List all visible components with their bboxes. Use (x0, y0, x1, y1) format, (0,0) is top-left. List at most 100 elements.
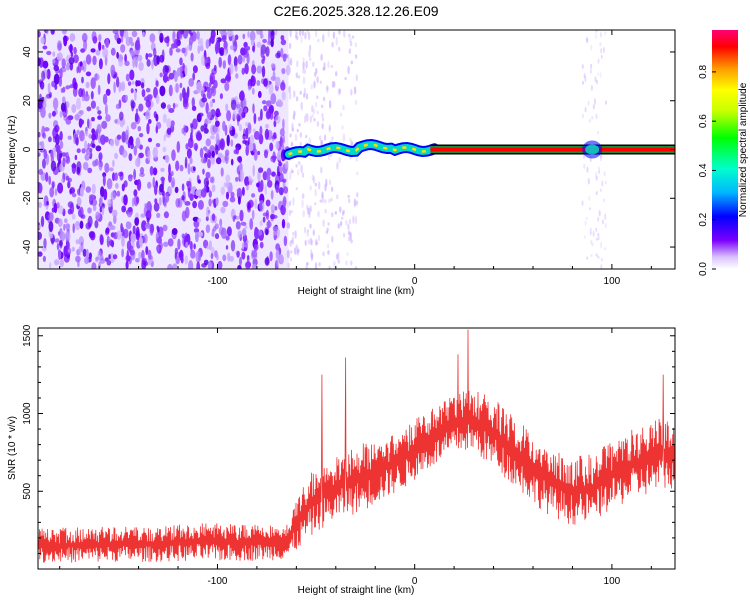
noise-cell (42, 45, 48, 50)
noise-cell (79, 65, 85, 71)
faint-cell (331, 235, 334, 243)
noise-cell (62, 157, 66, 168)
noise-cell (256, 182, 260, 188)
noise-cell (274, 206, 278, 211)
faint-cell (335, 36, 338, 46)
noise-cell (223, 181, 230, 188)
noise-cell (229, 255, 235, 262)
noise-cell (43, 238, 47, 249)
noise-cell (127, 139, 131, 149)
faint-cell (354, 215, 358, 225)
faint-cell (290, 250, 293, 254)
faint-cell (306, 228, 310, 233)
noise-cell (59, 131, 63, 141)
faint-cell (355, 158, 358, 162)
noise-cell (123, 30, 129, 39)
noise-cell (146, 217, 150, 223)
noise-cell (83, 39, 88, 51)
noise-cell (215, 120, 220, 127)
faint-cell (326, 243, 330, 249)
faint-cell (303, 68, 307, 75)
noise-cell (107, 237, 111, 242)
noise-cell (81, 214, 86, 220)
noise-cell (193, 228, 200, 233)
faint-cell (288, 59, 291, 66)
noise-cell (98, 41, 102, 52)
noise-cell (130, 99, 135, 106)
x-tick-label: 0 (412, 576, 418, 587)
noise-cell (38, 168, 43, 175)
faint-cell (352, 215, 355, 224)
noise-cell (73, 54, 79, 64)
noise-cell (80, 48, 85, 53)
faint-cell (353, 86, 357, 95)
noise-cell (167, 263, 173, 269)
faint-cell (339, 221, 343, 226)
noise-cell (92, 55, 97, 66)
faint-cell (597, 255, 600, 259)
noise-cell (283, 235, 288, 247)
noise-cell (239, 90, 245, 102)
noise-cell (258, 183, 263, 193)
faint-cell (322, 219, 325, 227)
noise-cell (105, 38, 110, 48)
faint-cell (325, 230, 329, 234)
noise-cell (71, 213, 76, 220)
colorbar-ticks: 0.0 0.2 0.4 0.6 0.8 (698, 64, 716, 276)
noise-cell (118, 59, 123, 67)
noise-cell (244, 63, 249, 75)
faint-cell (590, 84, 593, 91)
noise-cell (96, 106, 100, 111)
noise-cell (185, 206, 190, 219)
noise-cell (74, 154, 78, 161)
noise-cell (259, 220, 263, 227)
noise-cell (218, 56, 222, 68)
noise-cell (235, 146, 240, 155)
faint-cell (314, 30, 318, 38)
faint-cell (341, 125, 344, 130)
noise-cell (246, 255, 250, 264)
faint-cell (330, 186, 334, 192)
faint-cell (303, 226, 307, 234)
noise-cell (148, 119, 152, 124)
faint-cell (596, 79, 598, 85)
noise-cell (164, 65, 170, 73)
faint-cell (295, 244, 298, 249)
faint-cell (318, 181, 321, 190)
noise-cell (135, 157, 141, 168)
noise-cell (145, 87, 151, 93)
noise-cell (252, 142, 256, 153)
noise-cell (92, 160, 97, 167)
noise-cell (216, 112, 219, 118)
noise-cell (223, 49, 228, 56)
noise-cell (46, 50, 52, 56)
noise-cell (87, 167, 93, 174)
noise-cell (115, 182, 119, 189)
faint-cell (305, 60, 308, 69)
faint-cell (588, 195, 591, 201)
noise-cell (196, 261, 201, 269)
faint-cell (305, 134, 308, 139)
faint-cell (289, 171, 292, 181)
noise-cell (274, 110, 279, 117)
noise-cell (162, 146, 167, 153)
faint-cell (311, 174, 315, 182)
noise-cell (197, 45, 201, 54)
noise-cell (134, 90, 137, 101)
faint-cell (604, 247, 606, 251)
noise-cell (162, 73, 168, 83)
noise-cell (82, 248, 87, 257)
noise-cell (40, 140, 45, 152)
colorbar-tick-label: 0.0 (698, 262, 709, 276)
noise-cell (163, 241, 169, 247)
faint-cell (319, 199, 322, 203)
noise-cell (263, 105, 268, 112)
noise-cell (260, 108, 263, 121)
noise-cell (102, 93, 108, 105)
noise-cell (261, 65, 266, 78)
noise-cell (120, 31, 124, 43)
faint-cell (323, 134, 327, 141)
faint-cell (319, 80, 322, 84)
noise-cell (168, 172, 172, 183)
